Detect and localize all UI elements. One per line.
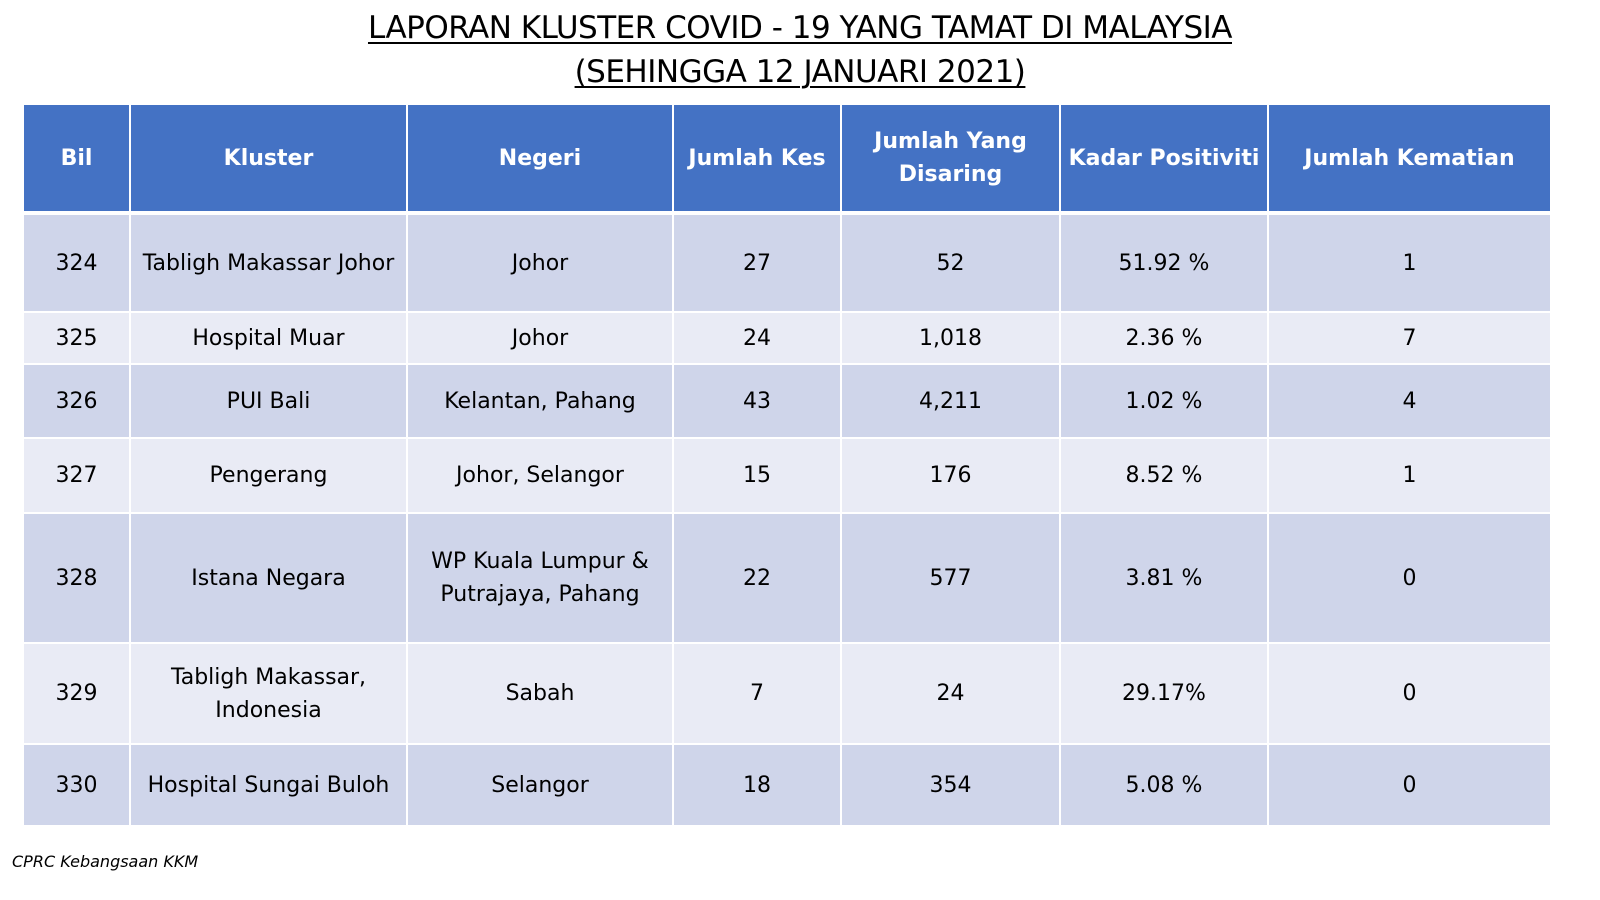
title-line-2-text: (SEHINGGA 12 JANUARI 2021): [574, 54, 1026, 90]
cell-kadar-positiviti: 1.02 %: [1060, 364, 1269, 439]
cell-kadar-positiviti: 29.17%: [1060, 643, 1269, 745]
table-row: 325 Hospital Muar Johor 24 1,018 2.36 % …: [24, 312, 1550, 365]
table-row: 330 Hospital Sungai Buloh Selangor 18 35…: [24, 744, 1550, 827]
cell-bil: 328: [24, 513, 131, 644]
cell-kluster: Pengerang: [130, 438, 408, 514]
cell-bil: 329: [24, 643, 131, 745]
cell-kluster: Tabligh Makassar Johor: [130, 213, 408, 313]
report-title: LAPORAN KLUSTER COVID - 19 YANG TAMAT DI…: [0, 6, 1600, 94]
cell-jumlah-disaring: 577: [841, 513, 1061, 644]
table-row: 327 Pengerang Johor, Selangor 15 176 8.5…: [24, 438, 1550, 514]
cell-kluster: PUI Bali: [130, 364, 408, 439]
table-row: 326 PUI Bali Kelantan, Pahang 43 4,211 1…: [24, 364, 1550, 439]
cell-kadar-positiviti: 8.52 %: [1060, 438, 1269, 514]
cell-negeri: Johor: [407, 213, 674, 313]
cell-jumlah-disaring: 354: [841, 744, 1061, 827]
cell-kadar-positiviti: 3.81 %: [1060, 513, 1269, 644]
header-jumlah-disaring: Jumlah Yang Disaring: [841, 105, 1061, 215]
cell-jumlah-disaring: 24: [841, 643, 1061, 745]
cell-kluster: Tabligh Makassar, Indonesia: [130, 643, 408, 745]
cell-bil: 330: [24, 744, 131, 827]
header-jumlah-kematian: Jumlah Kematian: [1268, 105, 1550, 215]
cell-kluster: Hospital Sungai Buloh: [130, 744, 408, 827]
cell-jumlah-kes: 24: [673, 312, 842, 365]
cell-negeri: Johor, Selangor: [407, 438, 674, 514]
cell-jumlah-kematian: 1: [1268, 438, 1550, 514]
cell-negeri: Johor: [407, 312, 674, 365]
cell-kluster: Hospital Muar: [130, 312, 408, 365]
cell-negeri: Kelantan, Pahang: [407, 364, 674, 439]
cell-negeri: Sabah: [407, 643, 674, 745]
table-header-row: Bil Kluster Negeri Jumlah Kes Jumlah Yan…: [24, 105, 1550, 215]
cell-jumlah-disaring: 176: [841, 438, 1061, 514]
cell-jumlah-kematian: 4: [1268, 364, 1550, 439]
source-caption: CPRC Kebangsaan KKM: [12, 852, 199, 871]
header-kadar-positiviti: Kadar Positiviti: [1060, 105, 1269, 215]
cell-bil: 326: [24, 364, 131, 439]
title-line-1: LAPORAN KLUSTER COVID - 19 YANG TAMAT DI…: [0, 6, 1600, 50]
table-row: 328 Istana Negara WP Kuala Lumpur & Putr…: [24, 513, 1550, 644]
cell-jumlah-kematian: 1: [1268, 213, 1550, 313]
table-row: 329 Tabligh Makassar, Indonesia Sabah 7 …: [24, 643, 1550, 745]
cell-jumlah-kes: 22: [673, 513, 842, 644]
cell-jumlah-kematian: 0: [1268, 513, 1550, 644]
cell-kadar-positiviti: 2.36 %: [1060, 312, 1269, 365]
title-line-2: (SEHINGGA 12 JANUARI 2021): [0, 50, 1600, 94]
title-line-1-text: LAPORAN KLUSTER COVID - 19 YANG TAMAT DI…: [367, 10, 1233, 46]
cell-kadar-positiviti: 51.92 %: [1060, 213, 1269, 313]
cell-jumlah-kematian: 7: [1268, 312, 1550, 365]
cell-negeri: WP Kuala Lumpur & Putrajaya, Pahang: [407, 513, 674, 644]
cell-jumlah-disaring: 52: [841, 213, 1061, 313]
cell-kluster: Istana Negara: [130, 513, 408, 644]
cell-jumlah-kematian: 0: [1268, 643, 1550, 745]
header-bil: Bil: [24, 105, 131, 215]
cell-bil: 324: [24, 213, 131, 313]
table-row: 324 Tabligh Makassar Johor Johor 27 52 5…: [24, 213, 1550, 313]
cell-jumlah-kes: 7: [673, 643, 842, 745]
cluster-table: Bil Kluster Negeri Jumlah Kes Jumlah Yan…: [24, 105, 1550, 827]
cell-jumlah-disaring: 4,211: [841, 364, 1061, 439]
cell-jumlah-kes: 27: [673, 213, 842, 313]
header-negeri: Negeri: [407, 105, 674, 215]
header-kluster: Kluster: [130, 105, 408, 215]
cell-bil: 327: [24, 438, 131, 514]
cell-jumlah-kes: 43: [673, 364, 842, 439]
cell-kadar-positiviti: 5.08 %: [1060, 744, 1269, 827]
cell-jumlah-disaring: 1,018: [841, 312, 1061, 365]
cell-jumlah-kes: 18: [673, 744, 842, 827]
cell-bil: 325: [24, 312, 131, 365]
cell-negeri: Selangor: [407, 744, 674, 827]
cell-jumlah-kematian: 0: [1268, 744, 1550, 827]
header-jumlah-kes: Jumlah Kes: [673, 105, 842, 215]
cell-jumlah-kes: 15: [673, 438, 842, 514]
